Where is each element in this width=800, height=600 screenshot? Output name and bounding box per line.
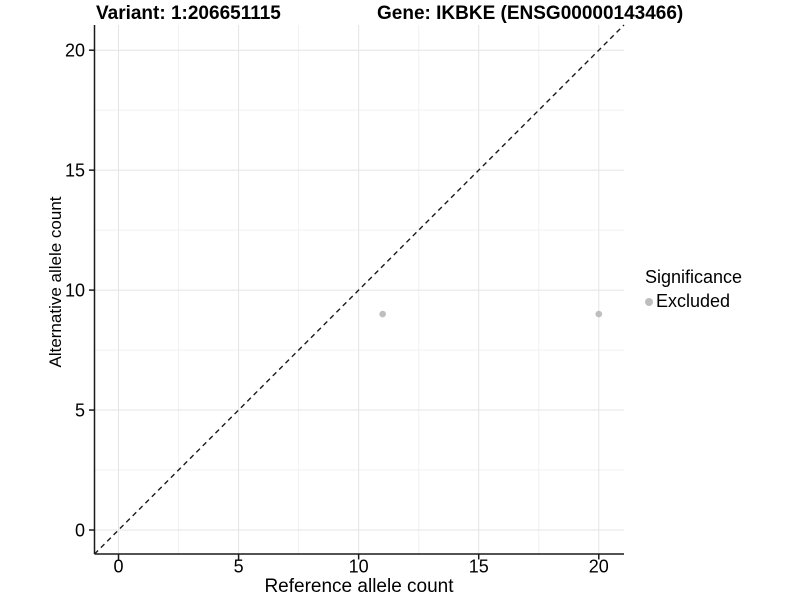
x-tick-label: 0 <box>114 557 124 577</box>
legend-title: Significance <box>645 267 743 287</box>
legend-item-label: Excluded <box>656 291 731 311</box>
plot-title-gene: Gene: IKBKE (ENSG00000143466) <box>377 3 684 24</box>
plot-title-variant: Variant: 1:206651115 <box>96 3 281 24</box>
y-tick-label: 5 <box>75 401 85 421</box>
x-axis-label: Reference allele count <box>264 576 454 597</box>
y-tick-label: 0 <box>75 521 85 541</box>
legend: Significance Excluded <box>645 267 742 312</box>
y-tick-label: 15 <box>65 161 85 181</box>
y-tick-label: 10 <box>65 281 85 301</box>
data-point <box>595 310 603 318</box>
y-axis-label: Alternative allele count <box>46 196 65 368</box>
identity-reference-line <box>94 24 625 555</box>
y-tick-label: 20 <box>65 41 85 61</box>
x-tick-label: 20 <box>589 557 609 577</box>
x-tick-label: 10 <box>349 557 369 577</box>
legend-point-swatch <box>645 297 653 306</box>
x-tick-label: 15 <box>469 557 489 577</box>
legend-item-excluded: Excluded <box>645 291 742 312</box>
x-tick-label: 5 <box>234 557 244 577</box>
data-point <box>379 310 386 318</box>
